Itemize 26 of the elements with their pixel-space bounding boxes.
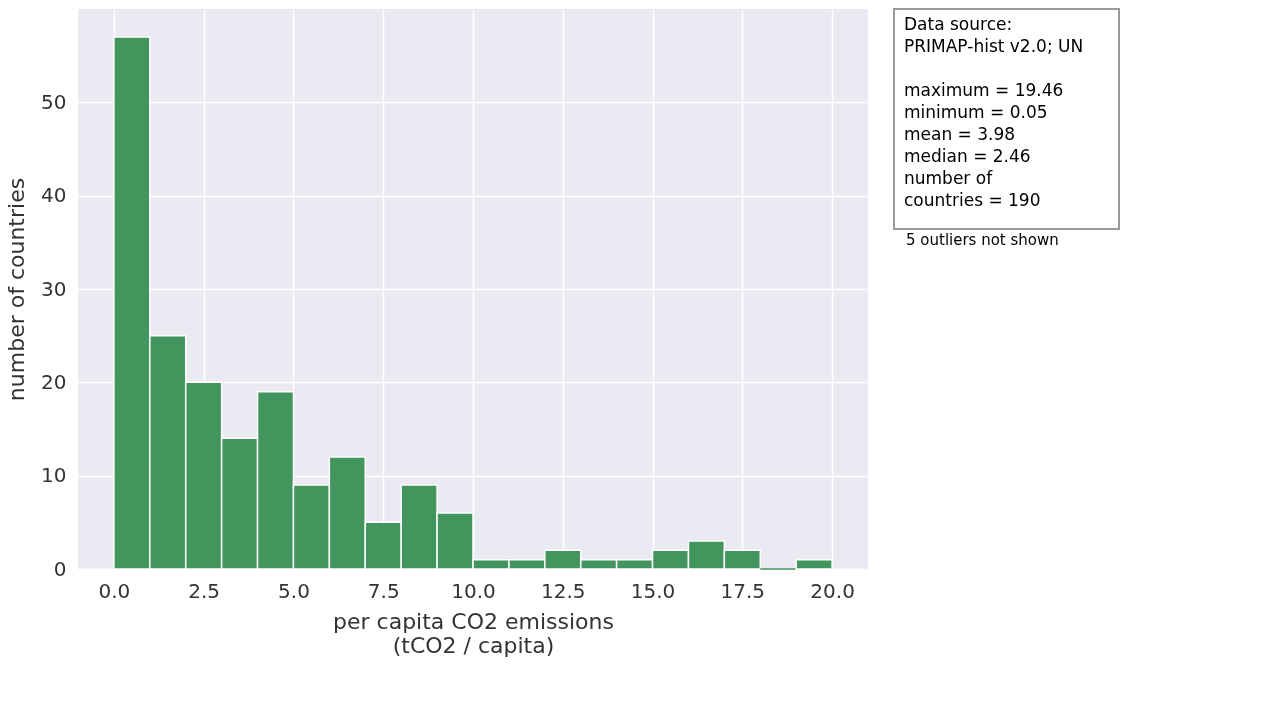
y-tick-label: 40 [41,183,67,208]
x-tick-label: 10.0 [451,578,496,603]
text: number of [904,168,994,188]
x-tick-label: 2.5 [188,578,221,603]
text: maximum = 19.46 [904,80,1064,100]
text: mean = 3.98 [904,124,1016,144]
x-tick-label: 5.0 [278,578,310,603]
y-tick-label: 50 [41,89,67,114]
y-axis-title: number of countries [4,177,30,402]
text: minimum = 0.05 [904,102,1048,122]
x-tick-label: 15.0 [630,578,676,603]
text: countries = 190 [904,190,1041,210]
x-axis-title: per capita CO2 emissions (tCO2 / capita) [333,608,614,658]
source-note: Data source: [904,14,1013,34]
x-tick-label: 0.0 [98,578,131,603]
x-tick-label: 20.0 [810,578,855,603]
text: 5 outliers not shown [906,231,1059,249]
y-tick-label: 10 [41,463,67,488]
text: PRIMAP-hist v2.0; UN [904,36,1084,56]
y-tick-label: 0 [53,556,67,581]
y-tick-label: 30 [41,276,67,301]
text: median = 2.46 [904,146,1031,166]
x-tick-label: 12.5 [541,578,586,603]
x-tick-label: 7.5 [367,578,400,603]
y-tick-label: 20 [41,369,67,394]
x-tick-label: 17.5 [720,578,766,603]
